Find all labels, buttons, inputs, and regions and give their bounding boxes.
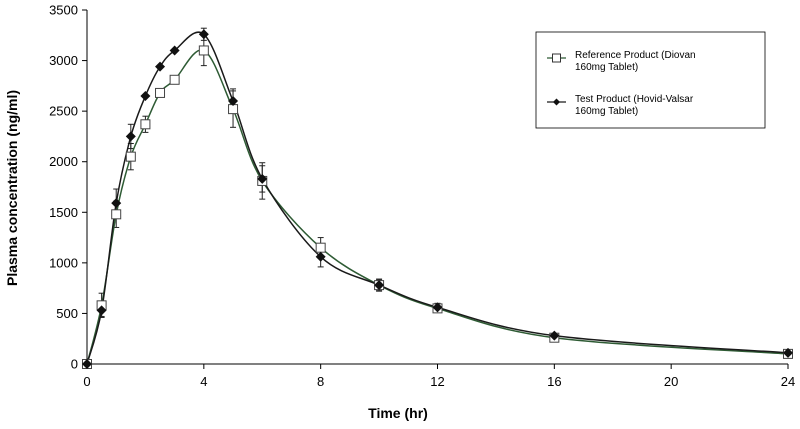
legend-box	[535, 31, 766, 129]
data-point-test	[257, 173, 268, 184]
data-point-test	[315, 251, 326, 262]
x-tick-label: 4	[200, 374, 207, 389]
data-point-test	[111, 198, 122, 209]
data-point-test	[549, 330, 560, 341]
y-tick-label: 2000	[49, 154, 78, 169]
tick-labels: 0 500 1000 1500 2000 2500 3000 3500 0 4 8 12 16 20 24	[49, 3, 795, 390]
series-markers	[82, 29, 793, 369]
data-point-reference	[140, 119, 151, 130]
x-tick-label: 20	[664, 374, 678, 389]
legend-test-marker	[553, 98, 560, 106]
data-point-test	[155, 61, 166, 72]
data-point-reference	[155, 87, 166, 98]
legend-item-reference: Reference Product (Diovan 160mg Tablet)	[547, 50, 696, 73]
y-axis-title: Plasma concentration (ng/ml)	[4, 90, 20, 286]
series-line-test	[86, 31, 789, 365]
data-point-test	[228, 96, 239, 107]
x-tick-label: 16	[547, 374, 561, 389]
x-tick-label: 12	[430, 374, 444, 389]
y-tick-label: 2500	[49, 104, 78, 119]
data-point-reference	[198, 45, 209, 56]
legend: Reference Product (Diovan 160mg Tablet) …	[535, 31, 766, 129]
series-line-reference	[86, 49, 789, 365]
legend-reference-marker	[552, 53, 561, 63]
y-tick-label: 500	[56, 306, 78, 321]
legend-test-label-line2: 160mg Tablet)	[575, 106, 638, 117]
series-lines	[86, 31, 789, 365]
data-point-test	[169, 45, 180, 56]
y-tick-label: 1000	[49, 255, 78, 270]
data-point-test	[82, 359, 92, 369]
data-point-reference	[125, 151, 136, 162]
data-point-test	[198, 29, 209, 40]
x-tick-label: 24	[781, 374, 795, 389]
legend-item-test: Test Product (Hovid-Valsar 160mg Tablet)	[547, 94, 694, 117]
legend-reference-label-line1: Reference Product (Diovan	[575, 50, 696, 61]
x-axis-title: Time (hr)	[368, 405, 428, 421]
y-tick-label: 3500	[49, 3, 78, 18]
y-tick-label: 3000	[49, 53, 78, 68]
data-point-test	[140, 90, 151, 101]
data-point-test	[432, 302, 443, 313]
data-point-test	[125, 131, 136, 142]
x-tick-label: 8	[317, 374, 324, 389]
data-point-reference	[315, 242, 326, 253]
x-tick-label: 0	[83, 374, 90, 389]
data-point-reference	[111, 209, 122, 220]
legend-test-label-line1: Test Product (Hovid-Valsar	[575, 94, 694, 105]
data-point-test	[374, 280, 385, 291]
data-point-reference	[169, 74, 180, 85]
data-point-test	[96, 305, 107, 316]
error-bars	[98, 27, 441, 318]
data-point-test	[783, 347, 793, 358]
legend-reference-label-line2: 160mg Tablet)	[575, 62, 638, 73]
y-tick-label: 0	[71, 357, 78, 372]
y-tick-label: 1500	[49, 205, 78, 220]
